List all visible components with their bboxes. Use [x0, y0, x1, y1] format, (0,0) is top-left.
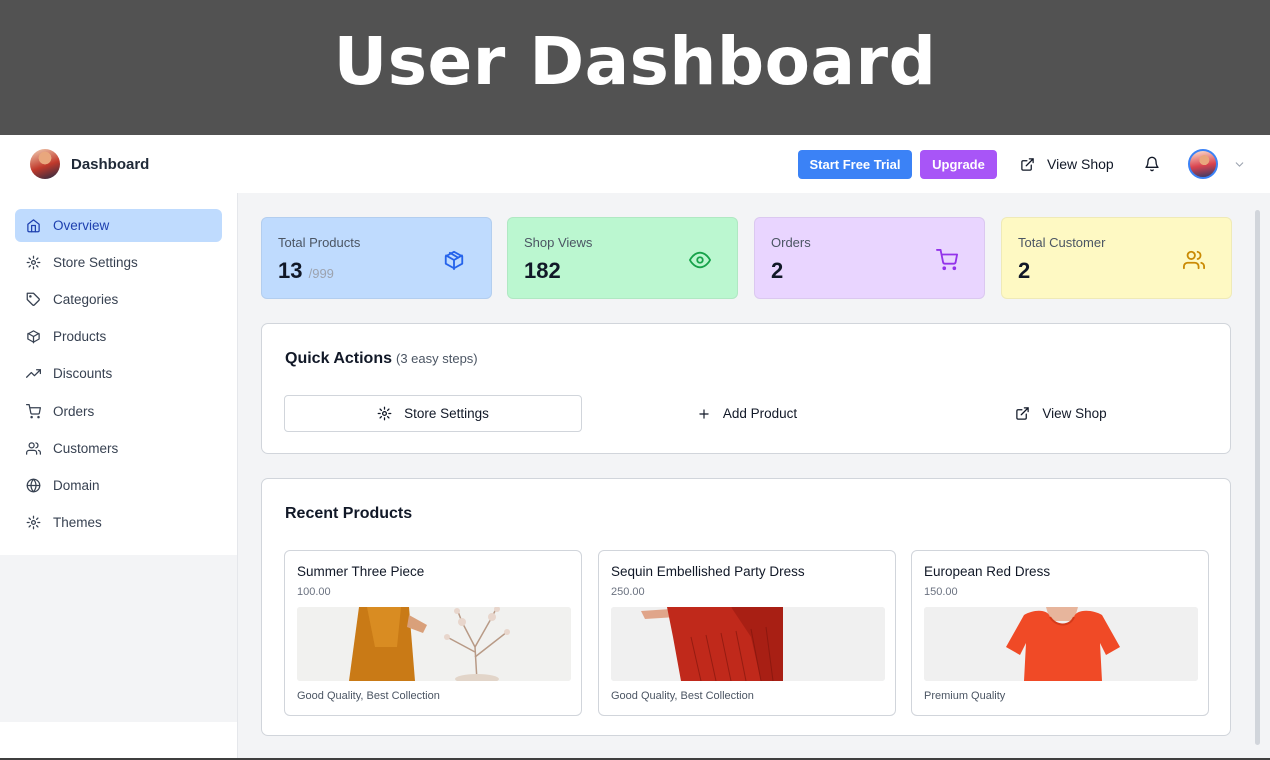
- stat-total-customer: Total Customer 2: [1001, 217, 1232, 299]
- sidebar-item-discounts[interactable]: Discounts: [15, 357, 222, 390]
- stat-value: 182: [524, 258, 561, 283]
- bottom-border: [0, 758, 1270, 760]
- product-name: Sequin Embellished Party Dress: [611, 564, 805, 579]
- recent-products-card: Recent Products Summer Three Piece 100.0…: [261, 478, 1231, 736]
- brand-title: Dashboard: [71, 155, 150, 173]
- sidebar-item-label: Store Settings: [53, 255, 138, 270]
- view-shop-label: View Shop: [1047, 156, 1114, 172]
- product-price: 150.00: [924, 586, 958, 598]
- external-link-icon: [1021, 157, 1034, 171]
- home-icon: [27, 219, 40, 233]
- stat-label: Shop Views: [524, 235, 593, 250]
- product-image: [611, 607, 885, 681]
- stat-label: Orders: [771, 235, 811, 250]
- sidebar-item-categories[interactable]: Categories: [15, 283, 222, 316]
- sidebar-item-label: Discounts: [53, 366, 113, 381]
- product-card[interactable]: European Red Dress 150.00 Premium Qualit…: [911, 550, 1209, 716]
- view-shop-link[interactable]: View Shop: [1020, 156, 1114, 172]
- box-icon: [27, 330, 40, 344]
- stat-value: 13 /999: [278, 258, 334, 283]
- brand[interactable]: Dashboard: [30, 149, 149, 179]
- sidebar-item-products[interactable]: Products: [15, 320, 222, 353]
- product-image: [924, 607, 1198, 681]
- cart-icon: [936, 249, 958, 271]
- quick-actions-subtitle: (3 easy steps): [395, 351, 478, 366]
- sidebar-item-label: Customers: [53, 441, 119, 456]
- sidebar-footer-area: [0, 555, 237, 722]
- sidebar-item-customers[interactable]: Customers: [15, 432, 222, 465]
- recent-products-title: Recent Products: [285, 505, 413, 522]
- product-description: Good Quality, Best Collection: [611, 690, 754, 702]
- chevron-down-icon[interactable]: [1233, 158, 1246, 171]
- gear-icon: [26, 515, 41, 530]
- sidebar-item-label: Orders: [53, 404, 95, 419]
- box-icon: [444, 250, 464, 271]
- add-product-button[interactable]: Add Product: [598, 395, 896, 432]
- globe-icon: [26, 478, 41, 493]
- product-description: Premium Quality: [924, 690, 1006, 702]
- banner-title: User Dashboard: [333, 23, 937, 100]
- sidebar-item-label: Products: [53, 329, 107, 344]
- tag-icon: [26, 292, 40, 306]
- stat-value: 2: [1018, 258, 1031, 283]
- product-card[interactable]: Sequin Embellished Party Dress 250.00 Go…: [598, 550, 896, 716]
- page-banner: User Dashboard: [0, 0, 1270, 135]
- product-description: Good Quality, Best Collection: [297, 690, 440, 702]
- product-price: 250.00: [611, 586, 645, 598]
- sidebar-item-label: Themes: [53, 515, 102, 530]
- product-name: Summer Three Piece: [297, 564, 425, 579]
- gear-icon: [26, 255, 41, 270]
- users-icon: [1183, 250, 1205, 270]
- users-icon: [26, 442, 41, 455]
- eye-icon: [689, 251, 711, 269]
- stat-label: Total Customer: [1018, 235, 1106, 250]
- trending-up-icon: [26, 369, 41, 378]
- bell-icon[interactable]: [1144, 156, 1160, 172]
- stat-total-products: Total Products 13 /999: [261, 217, 492, 299]
- start-free-trial-button[interactable]: Start Free Trial: [798, 150, 912, 179]
- sidebar-item-orders[interactable]: Orders: [15, 395, 222, 428]
- quick-actions-card: Quick Actions (3 easy steps) Store Settin…: [261, 323, 1231, 454]
- product-card[interactable]: Summer Three Piece 100.00 Good Quality, …: [284, 550, 582, 716]
- stat-orders: Orders 2: [754, 217, 985, 299]
- sidebar-item-themes[interactable]: Themes: [15, 506, 222, 539]
- scrollbar[interactable]: [1255, 210, 1260, 745]
- brand-logo: [30, 149, 60, 179]
- sidebar-item-overview[interactable]: Overview: [15, 209, 222, 242]
- sidebar: [0, 193, 237, 555]
- product-price: 100.00: [297, 586, 331, 598]
- sidebar-item-label: Domain: [53, 478, 100, 493]
- gear-icon: [377, 406, 392, 421]
- avatar[interactable]: [1188, 149, 1218, 179]
- stat-shop-views: Shop Views 182: [507, 217, 738, 299]
- sidebar-item-store-settings[interactable]: Store Settings: [15, 246, 222, 279]
- sidebar-item-label: Overview: [53, 218, 110, 233]
- sidebar-item-domain[interactable]: Domain: [15, 469, 222, 502]
- external-link-icon: [1016, 407, 1030, 420]
- view-shop-button[interactable]: View Shop: [912, 395, 1210, 432]
- plus-icon: [699, 408, 709, 419]
- store-settings-button[interactable]: Store Settings: [284, 395, 582, 432]
- sidebar-item-label: Categories: [53, 292, 119, 307]
- stat-max: /999: [308, 266, 334, 281]
- quick-actions-title: Quick Actions (3 easy steps): [285, 350, 478, 367]
- upgrade-button[interactable]: Upgrade: [920, 150, 997, 179]
- stat-value: 2: [771, 258, 784, 283]
- top-bar: Dashboard Start Free Trial Upgrade View …: [0, 135, 1270, 193]
- stat-label: Total Products: [278, 235, 361, 250]
- product-image: [297, 607, 571, 681]
- cart-icon: [26, 404, 41, 419]
- product-name: European Red Dress: [924, 564, 1051, 579]
